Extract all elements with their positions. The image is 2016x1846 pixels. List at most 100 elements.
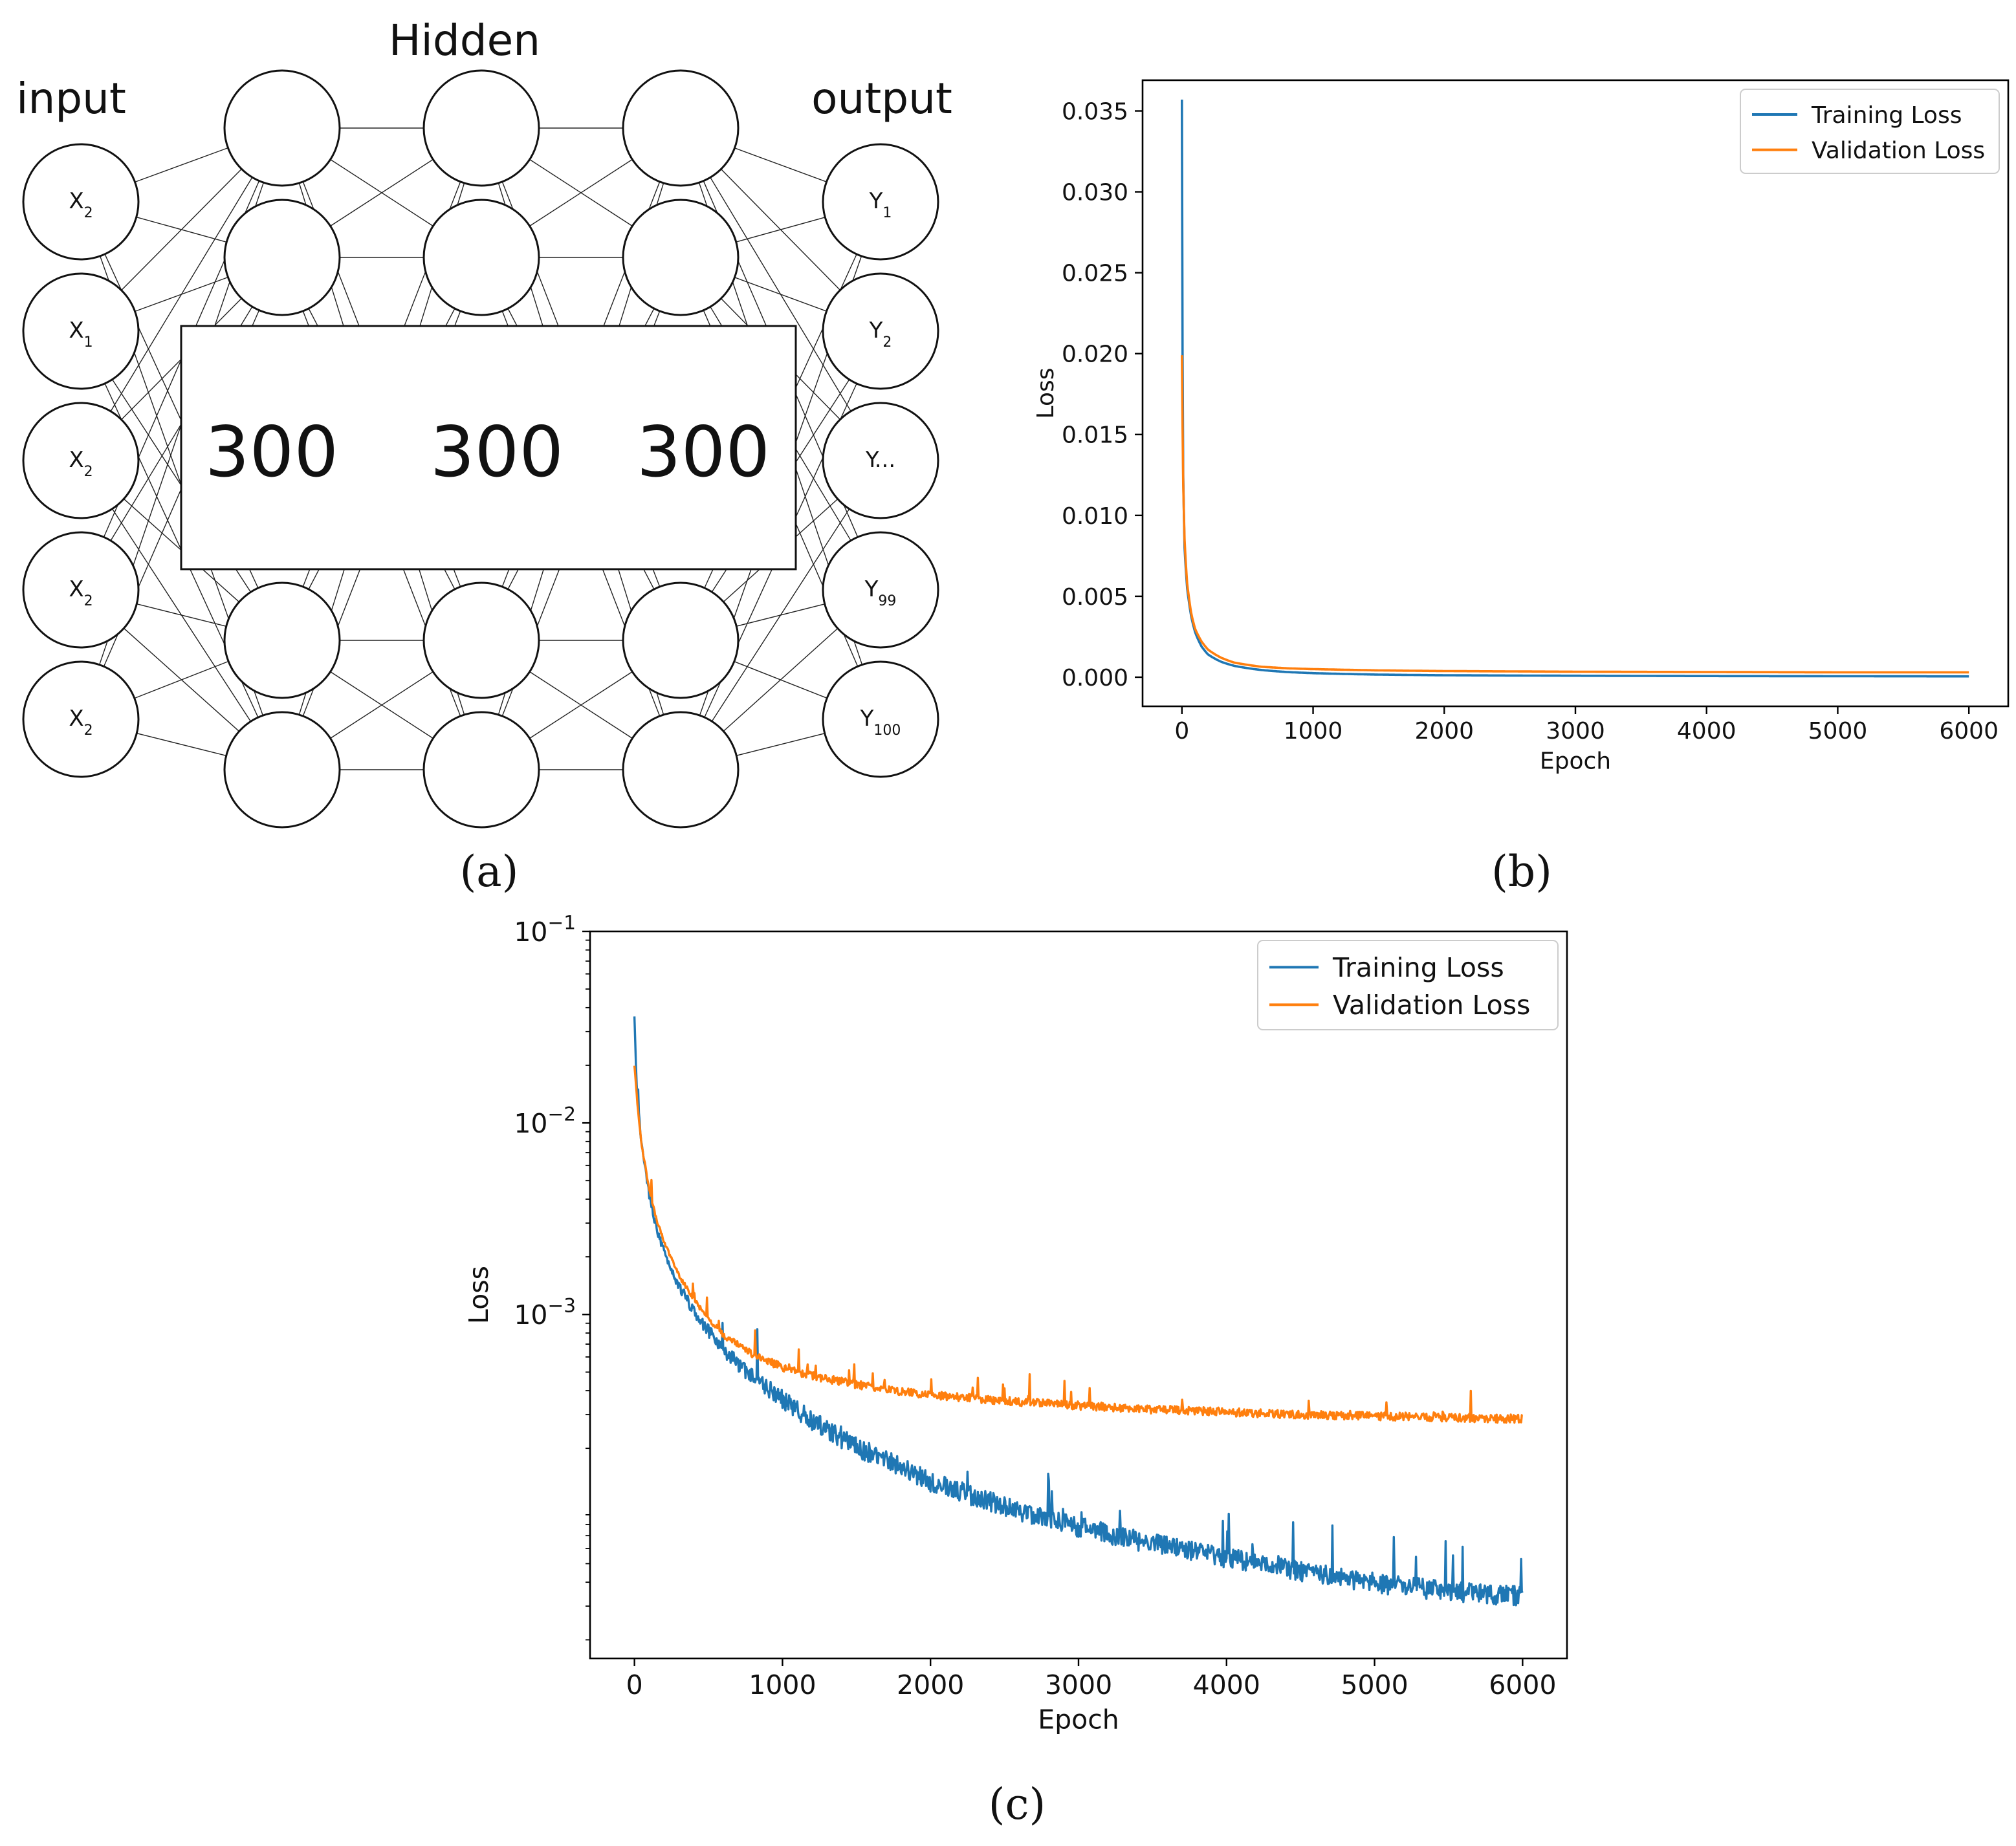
training-loss-line [633,1016,1524,1607]
output-node [822,272,939,390]
hidden-node [223,581,341,699]
connection-edge [330,671,433,739]
input-node-label: X2 [69,188,93,221]
output-node-subscript: 99 [878,593,896,609]
output-node-label: Y... [865,447,895,473]
chart-c: 0 1000 2000 3000 4000 5000 600010−110−210−3Epo… [463,911,1568,1735]
y-tick-label: 0.020 [1062,342,1128,368]
x-tick-label: 3000 [1546,718,1605,744]
hidden-layer-1-size: 300 [205,412,338,493]
x-tick-label: 2000 [1414,718,1474,744]
y-tick-label: 10−1 [514,911,576,947]
x-tick-label: 0 [1174,718,1189,744]
output-node [822,531,939,649]
hidden-label: Hidden [389,16,540,65]
x-tick-label: 6000 [1489,1669,1556,1700]
input-node-base: X [69,318,83,343]
output-node [822,143,939,261]
output-node-subscript: 1 [882,205,892,221]
input-node-subscript: 2 [84,464,93,480]
legend: Training Loss Validation Loss [1257,940,1559,1030]
legend-label-validation: Validation Loss [1812,138,1985,164]
input-node [22,531,140,649]
connection-edge [121,168,242,291]
legend-label-validation: Validation Loss [1333,990,1530,1021]
input-node-base: X [69,447,83,473]
legend-label-training: Training Loss [1811,102,1962,129]
output-node-subscript: 2 [882,334,892,351]
y-tick-base: 10 [514,1299,547,1330]
hidden-layer-2-size: 300 [430,412,564,493]
hidden-layer-3-size: 300 [637,412,770,493]
x-tick-label: 5000 [1808,718,1868,744]
legend-box [1257,940,1559,1030]
hidden-node [223,711,341,829]
hidden-node [422,199,540,316]
y-tick-label: 10−3 [514,1295,576,1330]
y-tick-label: 10−2 [514,1103,576,1138]
input-node-subscript: 1 [84,334,93,351]
hidden-node [622,581,740,699]
validation-loss-line [1181,355,1969,674]
hidden-layer-box [180,325,797,570]
output-node-subscript: 100 [873,722,901,739]
legend-box [1740,89,2000,174]
y-tick-exponent: −2 [547,1103,576,1125]
y-tick-label: 0.010 [1062,503,1128,530]
y-tick-label: 0.035 [1062,98,1128,125]
legend-label-training: Training Loss [1332,952,1504,983]
input-node [22,660,140,778]
x-tick-label: 3000 [1045,1669,1112,1700]
output-node [822,402,939,519]
panel-label-b: (b) [1491,847,1552,896]
plot-area [633,1016,1524,1607]
panel-label-a: (a) [460,847,519,896]
output-node-base: Y [860,706,874,732]
x-axis-label: Epoch [1540,748,1611,775]
output-node-label: Y2 [869,318,892,351]
input-node-subscript: 2 [84,593,93,609]
y-tick-exponent: −3 [547,1295,576,1317]
connection-edge [529,158,633,227]
hidden-node [622,69,740,187]
connection-edge [529,671,633,739]
input-node [22,272,140,390]
connection-edge [723,627,838,732]
connection-edge [736,217,826,243]
chart-b: 0 1000 2000 3000 4000 5000 6000 0.000 0.005 0.010… [1033,79,2010,775]
y-tick-base: 10 [514,917,547,948]
output-node-label: Y100 [860,706,901,739]
panel-label-c: (c) [989,1779,1046,1829]
hidden-node [622,711,740,829]
input-node-base: X [69,576,83,602]
y-axis-label: Loss [463,1266,494,1324]
output-node-base: Y... [865,447,895,473]
x-tick-label: 5000 [1341,1669,1408,1700]
output-node-label: Y1 [869,188,892,221]
x-tick-label: 1000 [1284,718,1343,744]
training-loss-line [1181,99,1969,678]
connection-edge [110,177,253,412]
input-node [22,402,140,519]
y-tick-label: 0.015 [1062,422,1128,449]
x-tick-label: 1000 [749,1669,816,1700]
connection-edge [734,277,827,312]
input-node-base: X [69,188,83,214]
connection-edge [134,660,229,699]
output-node-base: Y [869,318,883,343]
output-node [822,660,939,778]
y-tick-exponent: −1 [547,911,576,933]
x-tick-label: 2000 [897,1669,964,1700]
x-tick-label: 4000 [1193,1669,1260,1700]
connection-edge [711,508,850,722]
input-node-subscript: 2 [84,722,93,739]
y-tick-label: 0.000 [1062,665,1128,691]
x-axis-label: Epoch [1038,1704,1119,1735]
legend: Training Loss Validation Loss [1740,89,2000,174]
x-tick-label: 6000 [1939,718,1999,744]
y-tick-label: 0.030 [1062,180,1128,206]
axes-frame [589,930,1568,1660]
